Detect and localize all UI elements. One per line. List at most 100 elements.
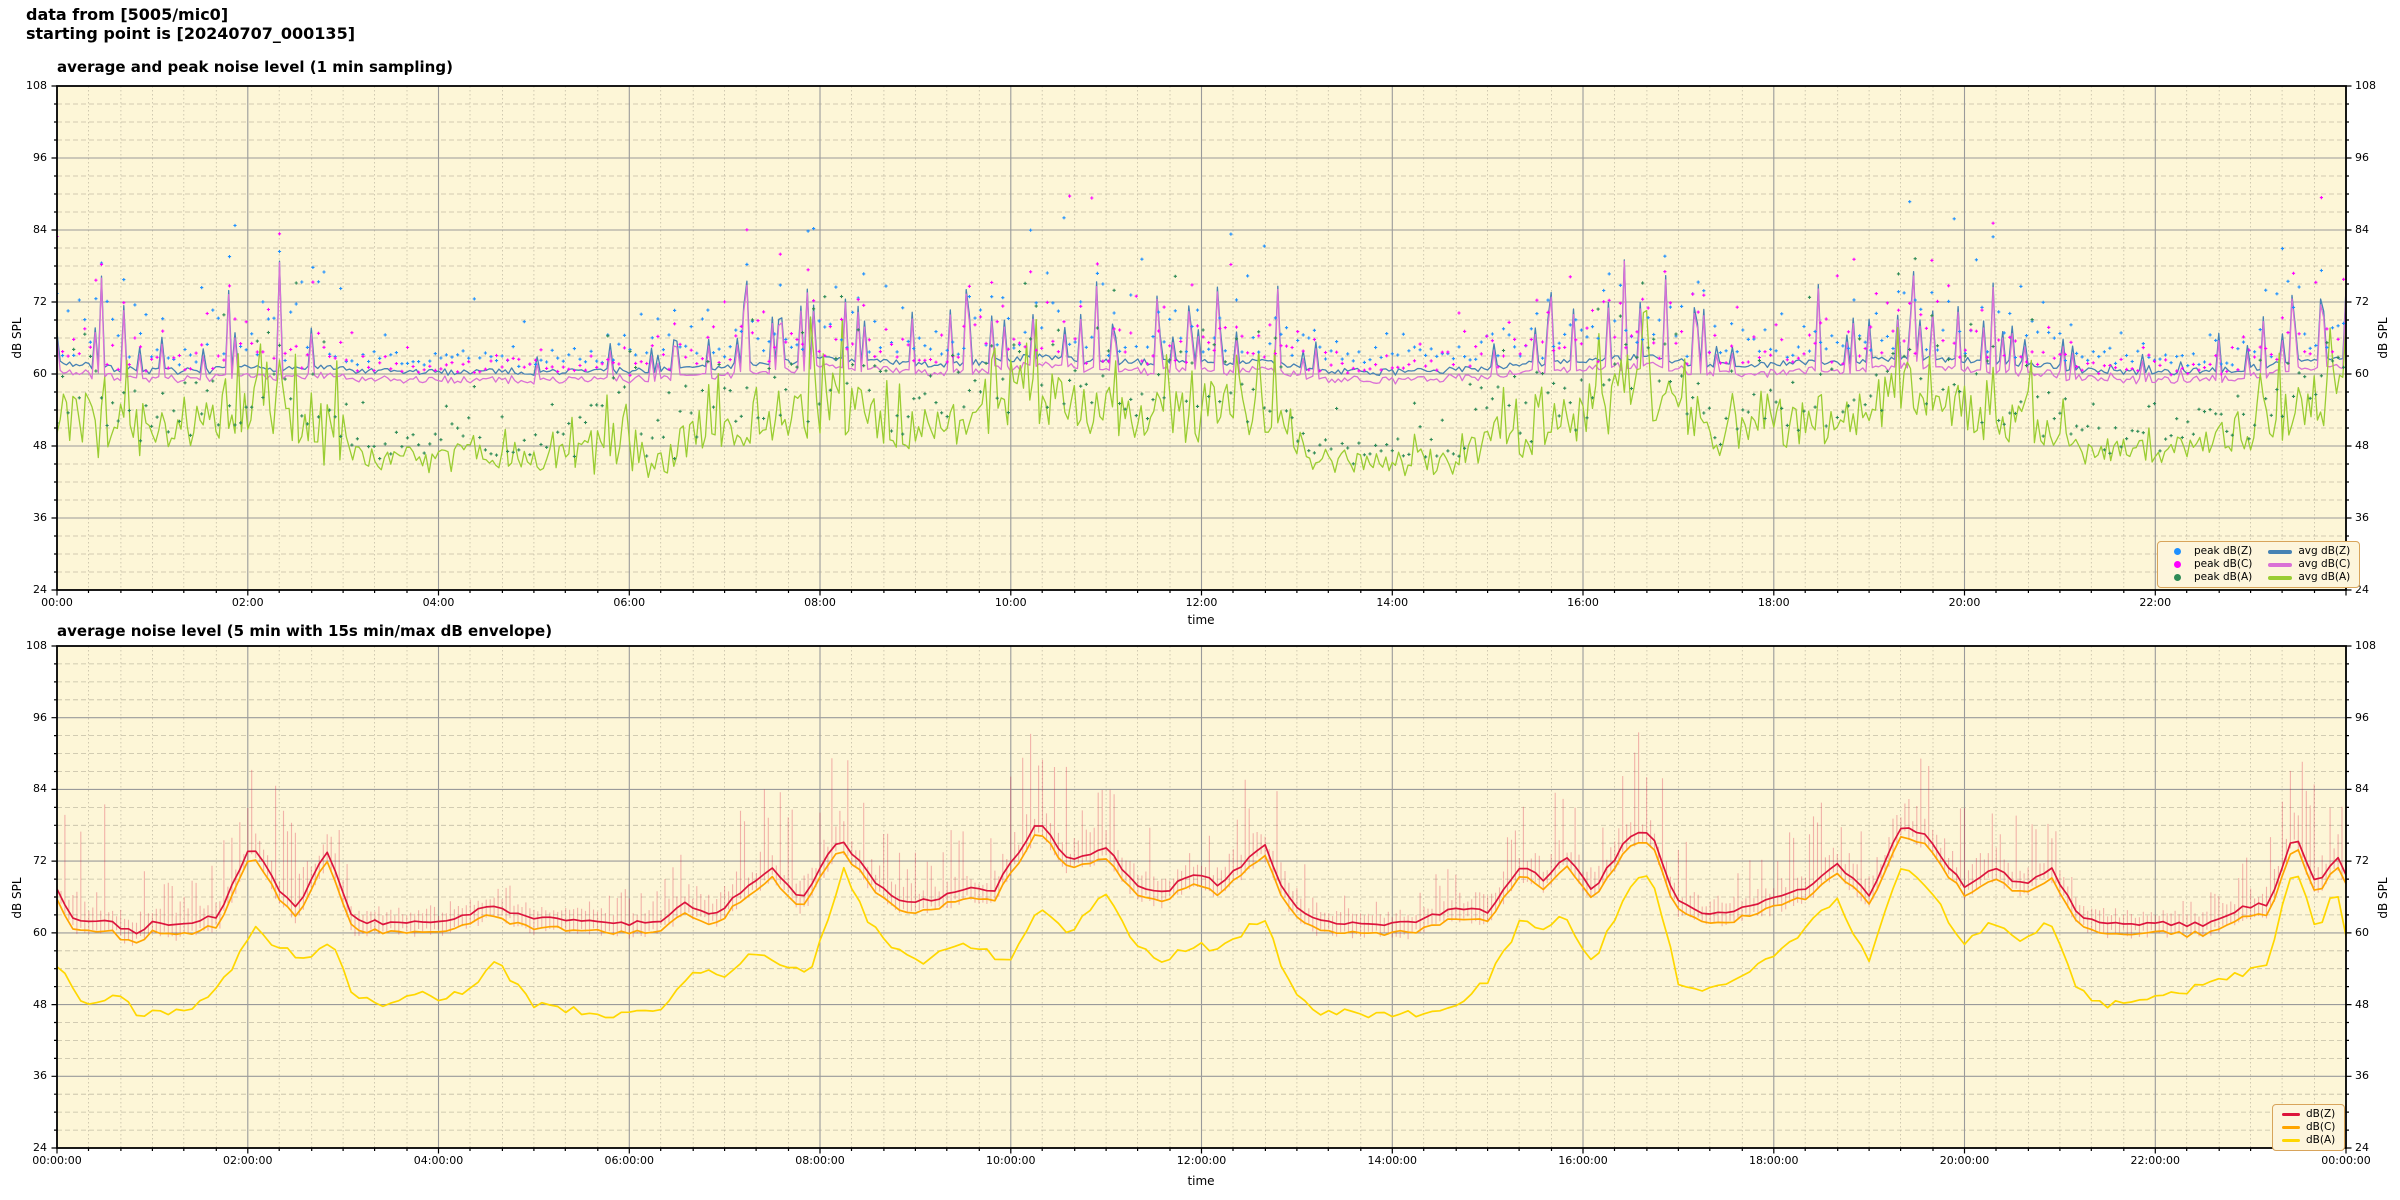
- series-line-dB-A-: [57, 866, 2346, 1019]
- chart2-y-tick-label-right: 72: [2355, 854, 2369, 868]
- chart2-x-tick-label: 16:00:00: [1558, 1154, 1608, 1167]
- legend-dot-marker: [2174, 548, 2181, 555]
- chart2-x-tick-label: 20:00:00: [1939, 1154, 1990, 1167]
- chart1-x-tick-label: 00:00: [41, 596, 73, 609]
- legend-label: peak dB(A): [2194, 571, 2253, 583]
- chart1-y-tick-label-left: 96: [33, 151, 47, 164]
- chart1-y-tick-label-left: 108: [26, 79, 47, 92]
- chart1-xlabel: time: [1187, 613, 1215, 627]
- chart2-ylabel-right: dB SPL: [2376, 877, 2390, 919]
- legend-dot-marker: [2174, 561, 2181, 568]
- legend-entry: avg dB(A): [2268, 571, 2350, 584]
- chart2-x-tick-label: 06:00:00: [604, 1154, 654, 1167]
- series-line-dB-Z-: [57, 825, 2346, 935]
- legend-entry: dB(Z): [2282, 1108, 2335, 1121]
- chart2-legend: dB(Z) dB(C) dB(A): [2272, 1104, 2346, 1151]
- chart2-x-tick-label: 22:00:00: [2130, 1154, 2180, 1167]
- legend-entry: avg dB(Z): [2268, 545, 2350, 558]
- series-line-avg-dB-A-: [57, 309, 2346, 479]
- chart1-x-tick-label: 06:00: [613, 596, 646, 609]
- chart1-y-tick-label-right: 36: [2355, 511, 2369, 524]
- legend-label: dB(Z): [2306, 1108, 2336, 1120]
- series-line-avg-dB-Z-: [57, 259, 2346, 376]
- chart1-x-tick-label: 22:00: [2139, 596, 2172, 609]
- series-scatter-peak-dB-C-: [57, 194, 2346, 377]
- chart1-y-tick-label-right: 84: [2355, 223, 2369, 236]
- chart2-x-tick-label: 04:00:00: [413, 1154, 464, 1167]
- legend-label: dB(C): [2306, 1121, 2336, 1133]
- legend-entry: peak dB(Z): [2167, 545, 2252, 558]
- legend-entry: peak dB(C): [2167, 558, 2252, 571]
- chart2-x-tick-label: 08:00:00: [795, 1154, 845, 1167]
- series-scatter-peak-dB-A-: [57, 257, 2346, 466]
- chart1-y-tick-label-right: 96: [2355, 151, 2369, 164]
- chart1-x-tick-label: 16:00: [1567, 596, 1599, 609]
- chart2-plot-area: [51, 645, 2352, 1154]
- legend-line-swatch: [2268, 549, 2293, 554]
- chart2-y-tick-label-left: 24: [33, 1141, 47, 1154]
- chart1-y-tick-label-right: 60: [2355, 367, 2369, 380]
- chart2-y-tick-label-right: 108: [2355, 639, 2376, 652]
- chart1-y-tick-label-left: 24: [33, 583, 47, 596]
- chart2-y-tick-label-left: 84: [33, 782, 47, 796]
- chart2-y-tick-label-left: 36: [33, 1069, 47, 1083]
- chart1-y-tick-label-right: 48: [2355, 439, 2369, 452]
- legend-line-swatch: [2282, 1138, 2300, 1143]
- tick-marks: [51, 85, 2352, 596]
- chart2-y-tick-label-left: 48: [33, 997, 47, 1011]
- chart2-y-tick-label-right: 24: [2355, 1141, 2369, 1154]
- chart2-y-tick-label-right: 36: [2355, 1069, 2369, 1083]
- chart2-y-tick-label-left: 108: [26, 639, 47, 652]
- chart1-legend: peak dB(Z) avg dB(Z) peak dB(C) avg dB(C) pe…: [2157, 541, 2361, 588]
- chart2-y-tick-label-right: 84: [2355, 782, 2369, 796]
- chart2-y-tick-label-right: 96: [2355, 710, 2369, 724]
- legend-entry: dB(A): [2282, 1134, 2335, 1147]
- chart1-ylabel-right: dB SPL: [2376, 317, 2390, 359]
- chart2-x-tick-label: 00:00:00: [2321, 1154, 2371, 1167]
- chart1-x-tick-label: 18:00: [1757, 596, 1790, 609]
- legend-entry: avg dB(C): [2268, 558, 2350, 571]
- legend-label: dB(A): [2306, 1134, 2336, 1146]
- chart2-ylabel-left: dB SPL: [10, 877, 24, 919]
- chart1-x-tick-label: 08:00: [804, 596, 836, 609]
- chart2-y-tick-label-left: 72: [33, 854, 47, 868]
- chart1-y-tick-label-right: 24: [2355, 583, 2369, 596]
- legend-label: peak dB(C): [2194, 558, 2253, 570]
- chart2-x-tick-label: 18:00:00: [1749, 1154, 1799, 1167]
- chart1-plot-area: [51, 85, 2352, 596]
- chart1-x-tick-label: 20:00: [1948, 596, 1981, 609]
- chart1-y-tick-label-left: 48: [33, 439, 47, 452]
- series-line-avg-dB-C-: [57, 260, 2346, 385]
- chart2-x-tick-label: 00:00:00: [32, 1154, 82, 1167]
- chart2-x-tick-label: 02:00:00: [223, 1154, 273, 1167]
- chart1-x-tick-label: 12:00: [1185, 596, 1218, 609]
- chart1-ylabel-left: dB SPL: [10, 317, 24, 359]
- legend-line-swatch: [2282, 1112, 2300, 1117]
- chart1-x-tick-label: 14:00: [1376, 596, 1409, 609]
- chart1-x-tick-label: 10:00: [994, 596, 1027, 609]
- chart2-y-tick-label-left: 60: [33, 925, 47, 939]
- chart2-title: average noise level (5 min with 15s min/…: [57, 622, 553, 640]
- legend-line-swatch: [2282, 1125, 2300, 1130]
- legend-label: avg dB(Z): [2298, 545, 2351, 557]
- legend-dot-marker: [2174, 574, 2181, 581]
- chart1-y-tick-label-left: 36: [33, 511, 47, 524]
- legend-line-swatch: [2268, 575, 2293, 580]
- chart2-x-tick-label: 12:00:00: [1176, 1154, 1227, 1167]
- series-line-dB-C-: [57, 834, 2346, 944]
- chart1-x-tick-label: 02:00: [231, 596, 264, 609]
- page-title-line1: data from [5005/mic0]: [26, 5, 229, 24]
- chart1-x-tick-label: 04:00: [422, 596, 455, 609]
- chart2-xlabel: time: [1187, 1174, 1215, 1188]
- legend-line-swatch: [2268, 562, 2293, 567]
- chart2-y-tick-label-left: 96: [33, 710, 47, 724]
- chart1-y-tick-label-left: 60: [33, 367, 47, 380]
- legend-label: peak dB(Z): [2194, 545, 2253, 557]
- chart2-x-tick-label: 10:00:00: [986, 1154, 1036, 1167]
- chart2-y-tick-label-right: 48: [2355, 997, 2369, 1011]
- chart1-title: average and peak noise level (1 min samp…: [57, 58, 453, 76]
- chart1-y-tick-label-right: 72: [2355, 295, 2369, 308]
- chart2-x-tick-label: 14:00:00: [1367, 1154, 1417, 1167]
